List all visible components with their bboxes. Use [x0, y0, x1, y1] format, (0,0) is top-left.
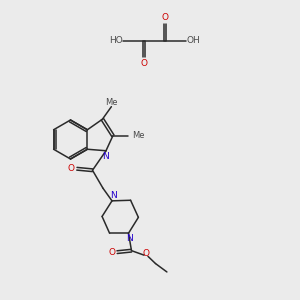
- Text: O: O: [143, 250, 150, 259]
- Text: N: N: [110, 191, 117, 200]
- Text: OH: OH: [187, 36, 200, 45]
- Text: N: N: [127, 234, 134, 243]
- Text: O: O: [108, 248, 115, 257]
- Text: HO: HO: [109, 36, 122, 45]
- Text: O: O: [161, 14, 169, 22]
- Text: Me: Me: [105, 98, 118, 107]
- Text: N: N: [103, 152, 110, 161]
- Text: O: O: [68, 164, 75, 173]
- Text: O: O: [140, 58, 148, 68]
- Text: Me: Me: [132, 131, 145, 140]
